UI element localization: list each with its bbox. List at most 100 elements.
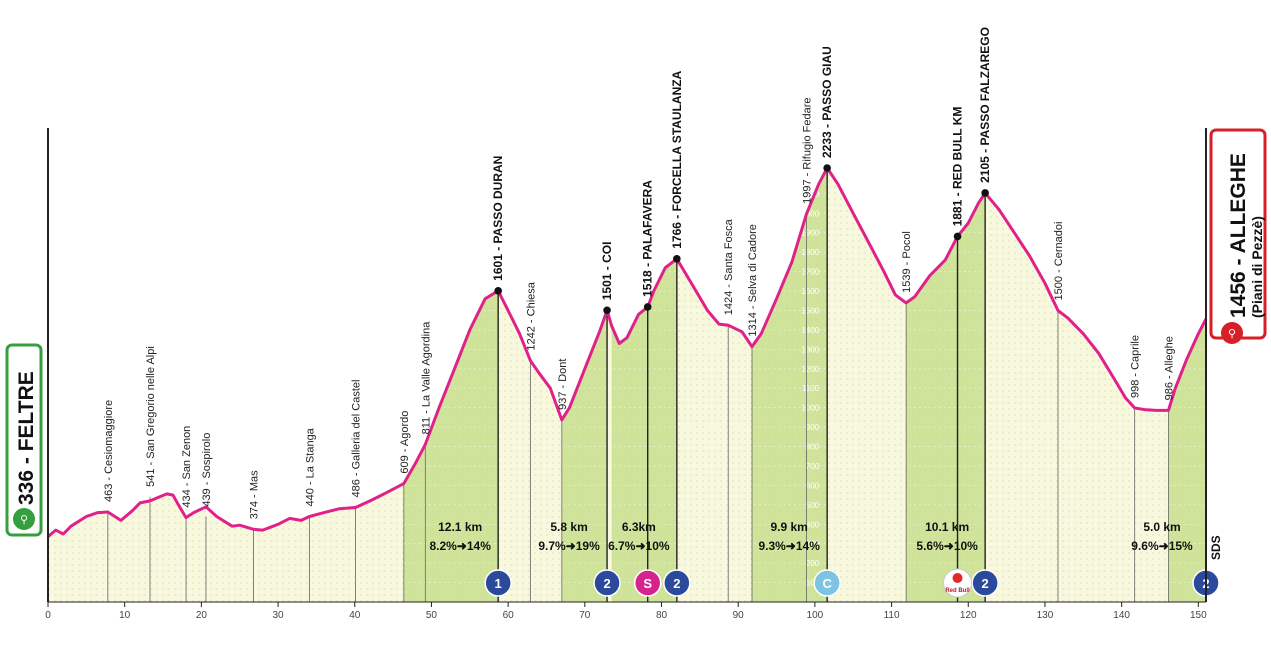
summit-dot-10	[494, 287, 502, 295]
start-marker-box	[5, 343, 43, 537]
y-tick-400: 400	[806, 520, 820, 529]
finish-bike-glyph: ⚲	[1228, 327, 1236, 340]
redbull-sun-icon	[952, 573, 963, 583]
y-tick-1800: 1800	[801, 248, 819, 257]
waypoint-name-11: 1242 - Chiesa	[525, 281, 537, 350]
sds-label: SDS	[1209, 535, 1223, 560]
y-tick-700: 700	[806, 462, 820, 471]
waypoint-name-19: 2233 - PASSO GIAU	[820, 46, 834, 158]
profile-line	[47, 166, 1208, 538]
climb-segment-6	[1168, 319, 1206, 602]
start-bike-icon	[13, 508, 35, 530]
waypoint-name-22: 2105 - PASSO FALZAREGO	[978, 27, 992, 183]
waypoint-name-12: 937 - Dont	[557, 359, 569, 410]
y-tick-500: 500	[806, 501, 820, 510]
y-tick-1700: 1700	[801, 268, 819, 277]
y-tick-1500: 1500	[801, 306, 819, 315]
y-tick-2100: 2100	[801, 190, 819, 199]
start-finish-markers: 336 - FELTRE ⚲ 1456 - ALLEGHE (Piani di Pez…	[5, 128, 1267, 537]
x-tick-label-40: 40	[349, 610, 361, 621]
climb-length-2: 5.8 km	[550, 520, 587, 534]
x-tick-label-80: 80	[656, 610, 668, 621]
climb-segment-5	[906, 192, 986, 602]
x-tick-label-20: 20	[196, 610, 208, 621]
x-tick-label-110: 110	[884, 610, 900, 621]
summit-dot-14	[643, 303, 652, 311]
waypoint-name-9: 811 - La Valle Agordina	[420, 321, 432, 435]
x-tick-label-120: 120	[960, 610, 977, 621]
waypoint-name-23: 1500 - Cernadoi	[1053, 222, 1065, 301]
climb-badge-label-3: 2	[673, 576, 680, 591]
waypoint-name-16: 1424 - Santa Fosca	[723, 218, 735, 315]
waypoint-name-13: 1501 - COI	[600, 242, 614, 301]
climb-length-1: 12.1 km	[438, 520, 482, 534]
waypoint-name-18: 1997 - Rifugio Fedare	[801, 97, 813, 203]
climb-badge-label-5: 2	[982, 576, 989, 591]
redbull-badge-label: Red Bull	[945, 588, 970, 594]
waypoint-name-20: 1539 - Pocol	[901, 231, 913, 293]
x-tick-label-10: 10	[119, 610, 131, 621]
x-tick-label-100: 100	[807, 610, 824, 621]
x-tick-label-140: 140	[1113, 610, 1130, 621]
climb-badge-2	[593, 569, 621, 597]
climb-badge-label-1: 1	[495, 576, 502, 591]
y-tick-1900: 1900	[801, 229, 819, 238]
sprint-badge-label: S	[643, 576, 652, 591]
x-tick-label-150: 150	[1190, 610, 1207, 621]
waypoint-name-7: 486 - Galleria del Castel	[351, 380, 363, 498]
x-tick-label-0: 0	[45, 610, 51, 621]
waypoint-labels: 7.8463 - Cesiomaggiore13.3541 - San Greg…	[103, 27, 1176, 668]
summit-dot-21	[953, 232, 962, 241]
finish-bike-icon	[1221, 322, 1243, 344]
altitude-grid: 100 200 300 400 500 600 700 800 900 1000 1100 1200 1…	[403, 174, 1206, 588]
climb-gradient-5: 5.6%➜10%	[916, 539, 978, 553]
y-tick-900: 900	[806, 423, 820, 432]
waypoint-name-15: 1766 - FORCELLA STAULANZA	[670, 70, 684, 248]
x-tick-label-70: 70	[579, 610, 591, 621]
waypoint-name-1: 463 - Cesiomaggiore	[103, 400, 115, 502]
waypoint-name-25: 986 - Alleghe	[1163, 336, 1175, 400]
profile-base-layer	[48, 168, 1206, 602]
waypoint-markers	[107, 168, 1169, 602]
climb-length-3: 6.3km	[622, 520, 656, 534]
waypoint-name-21: 1881 - RED BULL KM	[951, 107, 965, 227]
y-tick-1000: 1000	[801, 404, 819, 413]
x-tick-label-60: 60	[503, 610, 515, 621]
y-tick-1200: 1200	[801, 365, 819, 374]
summit-dot-22	[981, 189, 989, 197]
waypoint-name-3: 434 - San Zenon	[181, 426, 193, 508]
start-label: 336 - FELTRE	[15, 371, 38, 505]
finish-sublabel: (Piani di Pezzè)	[1249, 216, 1265, 318]
y-tick-2000: 2000	[801, 209, 819, 218]
climb-segment-4	[752, 168, 828, 602]
climb-gradient-1: 8.2%➜14%	[429, 539, 491, 553]
climb-gradient-6: 9.6%➜15%	[1131, 539, 1193, 553]
x-tick-label-50: 50	[426, 610, 438, 621]
summit-dot-15	[673, 254, 681, 263]
climb-badge-label-2: 2	[603, 576, 610, 591]
finish-label: 1456 - ALLEGHE	[1227, 153, 1250, 318]
summit-dot-13	[603, 306, 611, 315]
waypoint-name-8: 609 - Agordo	[399, 411, 411, 474]
climb-segment-3	[611, 258, 677, 602]
climb-badge-5	[971, 569, 999, 597]
sprint-badge	[633, 569, 662, 597]
distance-axis: 0 10 20 30 40 50 60 70 80 90 100 110 120 130 140 150	[45, 128, 1207, 621]
y-tick-300: 300	[806, 540, 820, 549]
climb-annotations: 12.1 km 8.2%➜14% 1 5.8 km 9.7%➜19% 2 6.3km 6.7%…	[429, 520, 1223, 598]
profile-line-layer	[47, 166, 1208, 538]
climb-badge-1	[484, 569, 512, 597]
climb-badge-4	[813, 569, 841, 597]
waypoint-name-14: 1518 - PALAFAVERA	[641, 180, 655, 297]
waypoint-name-17: 1314 - Selva di Cadore	[747, 224, 759, 337]
climb-gradient-4: 9.3%➜14%	[758, 539, 820, 553]
waypoint-name-2: 541 - San Gregorio nelle Alpi	[145, 346, 157, 487]
y-tick-1100: 1100	[802, 384, 820, 393]
y-tick-800: 800	[806, 443, 820, 452]
y-tick-1300: 1300	[801, 345, 819, 354]
y-tick-200: 200	[806, 559, 820, 568]
waypoint-name-5: 374 - Mas	[249, 470, 261, 519]
x-tick-label-30: 30	[273, 610, 285, 621]
climb-length-5: 10.1 km	[925, 520, 969, 534]
